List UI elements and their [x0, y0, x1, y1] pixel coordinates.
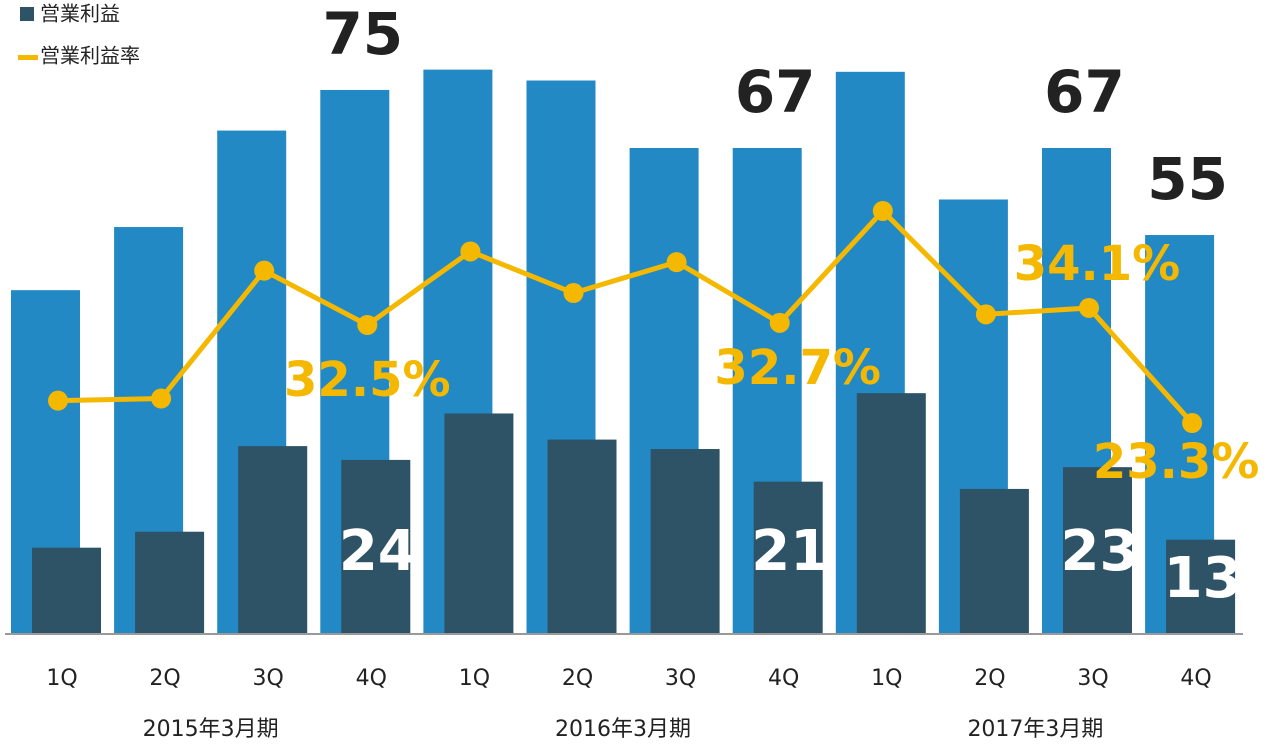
- x-tick-label: 2Q: [149, 666, 180, 691]
- x-tick-label: 4Q: [768, 666, 799, 691]
- line-point: [872, 200, 893, 221]
- data-label: 13: [1164, 546, 1242, 611]
- data-label: 32.5%: [284, 352, 451, 408]
- bar: [753, 481, 823, 634]
- group-label: 2016年3月期: [555, 717, 691, 742]
- line-point: [1079, 297, 1099, 318]
- line-point: [975, 304, 996, 325]
- x-tick-label: 1Q: [46, 666, 77, 691]
- data-label: 21: [751, 519, 829, 584]
- line-point: [666, 252, 687, 273]
- bar: [238, 446, 308, 634]
- data-label: 24: [339, 519, 417, 584]
- bar: [856, 393, 926, 634]
- bar: [32, 547, 101, 634]
- bar: [341, 459, 411, 634]
- bar: [1166, 539, 1236, 634]
- data-label: 34.1%: [1014, 236, 1181, 292]
- line-point: [1182, 413, 1203, 434]
- data-label: 23.3%: [1093, 434, 1260, 490]
- line-point: [151, 388, 172, 409]
- bar: [1063, 467, 1132, 634]
- line-point: [357, 314, 378, 335]
- x-tick-label: 1Q: [871, 666, 902, 691]
- data-label: 67: [735, 58, 816, 126]
- x-tick-label: 3Q: [1077, 666, 1108, 691]
- legend-swatch: [20, 7, 34, 21]
- data-label: 75: [322, 0, 403, 68]
- data-label: 67: [1044, 58, 1125, 126]
- data-label: 32.7%: [714, 340, 881, 396]
- x-tick-label: 1Q: [459, 666, 490, 691]
- bar: [444, 413, 514, 634]
- data-label: 55: [1147, 145, 1228, 213]
- data-label: 23: [1061, 519, 1139, 584]
- bar: [547, 439, 617, 634]
- x-tick-label: 3Q: [253, 666, 284, 691]
- x-tick-label: 3Q: [665, 666, 696, 691]
- x-tick-label: 4Q: [1180, 666, 1211, 691]
- bar: [650, 449, 720, 634]
- group-label: 2017年3月期: [967, 717, 1103, 742]
- line-point: [769, 312, 790, 333]
- legend-label: 営業利益: [40, 2, 120, 26]
- bar: [959, 488, 1029, 634]
- group-label: 2015年3月期: [143, 717, 279, 742]
- line-point: [460, 241, 481, 262]
- line-point: [563, 283, 584, 304]
- line: [57, 207, 1194, 425]
- bar: [135, 531, 205, 634]
- line-point: [48, 390, 68, 411]
- legend-label: 営業利益率: [40, 44, 140, 68]
- x-tick-label: 2Q: [562, 666, 593, 691]
- line-point: [254, 260, 275, 281]
- legend-swatch: [18, 55, 38, 60]
- x-tick-label: 4Q: [356, 666, 387, 691]
- x-tick-label: 2Q: [974, 666, 1005, 691]
